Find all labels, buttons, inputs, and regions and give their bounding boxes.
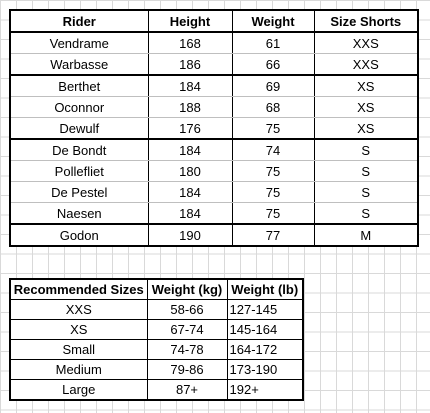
weight-kg-cell[interactable]: 58-66 — [146, 299, 228, 320]
table-row: Warbasse 186 66 XXS — [9, 53, 419, 76]
size-cell[interactable]: S — [313, 181, 419, 203]
rider-name-cell[interactable]: De Bondt — [9, 138, 149, 161]
weight-cell[interactable]: 75 — [231, 202, 315, 225]
size-cell[interactable]: S — [313, 160, 419, 182]
weight-cell[interactable]: 75 — [231, 117, 315, 140]
size-cell[interactable]: XXS — [313, 31, 419, 54]
table-row: XS 67-74 145-164 — [9, 319, 304, 340]
height-cell[interactable]: 186 — [147, 53, 233, 76]
weight-cell[interactable]: 61 — [231, 31, 315, 54]
weight-cell[interactable]: 69 — [231, 74, 315, 97]
riders-header-row: Rider Height Weight Size Shorts — [9, 9, 419, 33]
height-cell[interactable]: 188 — [147, 96, 233, 118]
table-row: Small 74-78 164-172 — [9, 339, 304, 360]
recommended-sizes-table: Recommended Sizes Weight (kg) Weight (lb… — [9, 278, 304, 401]
height-cell[interactable]: 190 — [147, 223, 233, 247]
size-name-cell[interactable]: Medium — [9, 359, 148, 380]
header-weight-lb[interactable]: Weight (lb) — [226, 278, 304, 300]
rider-name-cell[interactable]: Oconnor — [9, 96, 149, 118]
size-cell[interactable]: XS — [313, 96, 419, 118]
rider-name-cell[interactable]: De Pestel — [9, 181, 149, 203]
weight-lb-cell[interactable]: 145-164 — [226, 319, 304, 340]
weight-lb-cell[interactable]: 192+ — [226, 379, 304, 401]
table-row: Naesen 184 75 S — [9, 202, 419, 225]
size-name-cell[interactable]: Small — [9, 339, 148, 360]
weight-cell[interactable]: 66 — [231, 53, 315, 76]
height-cell[interactable]: 176 — [147, 117, 233, 140]
weight-cell[interactable]: 74 — [231, 138, 315, 161]
height-cell[interactable]: 184 — [147, 138, 233, 161]
table-row: Large 87+ 192+ — [9, 379, 304, 401]
table-row: De Pestel 184 75 S — [9, 181, 419, 203]
size-name-cell[interactable]: Large — [9, 379, 148, 401]
table-row: Oconnor 188 68 XS — [9, 96, 419, 118]
table-row: Vendrame 168 61 XXS — [9, 31, 419, 54]
table-row: Godon 190 77 M — [9, 223, 419, 247]
header-weight-kg[interactable]: Weight (kg) — [146, 278, 228, 300]
table-row: Medium 79-86 173-190 — [9, 359, 304, 380]
size-name-cell[interactable]: XS — [9, 319, 148, 340]
weight-lb-cell[interactable]: 127-145 — [226, 299, 304, 320]
header-rider[interactable]: Rider — [9, 9, 149, 33]
size-cell[interactable]: XS — [313, 117, 419, 140]
weight-lb-cell[interactable]: 164-172 — [226, 339, 304, 360]
size-cell[interactable]: M — [313, 223, 419, 247]
weight-cell[interactable]: 77 — [231, 223, 315, 247]
size-name-cell[interactable]: XXS — [9, 299, 148, 320]
weight-cell[interactable]: 75 — [231, 181, 315, 203]
riders-table: Rider Height Weight Size Shorts Vendrame… — [9, 9, 419, 247]
weight-cell[interactable]: 75 — [231, 160, 315, 182]
height-cell[interactable]: 184 — [147, 74, 233, 97]
size-cell[interactable]: S — [313, 202, 419, 225]
size-cell[interactable]: S — [313, 138, 419, 161]
rider-name-cell[interactable]: Pollefliet — [9, 160, 149, 182]
weight-lb-cell[interactable]: 173-190 — [226, 359, 304, 380]
height-cell[interactable]: 184 — [147, 181, 233, 203]
weight-kg-cell[interactable]: 74-78 — [146, 339, 228, 360]
size-cell[interactable]: XXS — [313, 53, 419, 76]
header-recommended-sizes[interactable]: Recommended Sizes — [9, 278, 148, 300]
table-row: Berthet 184 69 XS — [9, 74, 419, 97]
header-size-shorts[interactable]: Size Shorts — [313, 9, 419, 33]
sizes-header-row: Recommended Sizes Weight (kg) Weight (lb… — [9, 278, 304, 300]
header-weight[interactable]: Weight — [231, 9, 315, 33]
weight-kg-cell[interactable]: 87+ — [146, 379, 228, 401]
table-row: XXS 58-66 127-145 — [9, 299, 304, 320]
header-height[interactable]: Height — [147, 9, 233, 33]
table-row: Pollefliet 180 75 S — [9, 160, 419, 182]
weight-cell[interactable]: 68 — [231, 96, 315, 118]
rider-name-cell[interactable]: Warbasse — [9, 53, 149, 76]
size-cell[interactable]: XS — [313, 74, 419, 97]
rider-name-cell[interactable]: Naesen — [9, 202, 149, 225]
weight-kg-cell[interactable]: 67-74 — [146, 319, 228, 340]
rider-name-cell[interactable]: Berthet — [9, 74, 149, 97]
height-cell[interactable]: 184 — [147, 202, 233, 225]
weight-kg-cell[interactable]: 79-86 — [146, 359, 228, 380]
table-row: Dewulf 176 75 XS — [9, 117, 419, 140]
table-row: De Bondt 184 74 S — [9, 138, 419, 161]
height-cell[interactable]: 180 — [147, 160, 233, 182]
rider-name-cell[interactable]: Vendrame — [9, 31, 149, 54]
rider-name-cell[interactable]: Dewulf — [9, 117, 149, 140]
height-cell[interactable]: 168 — [147, 31, 233, 54]
rider-name-cell[interactable]: Godon — [9, 223, 149, 247]
